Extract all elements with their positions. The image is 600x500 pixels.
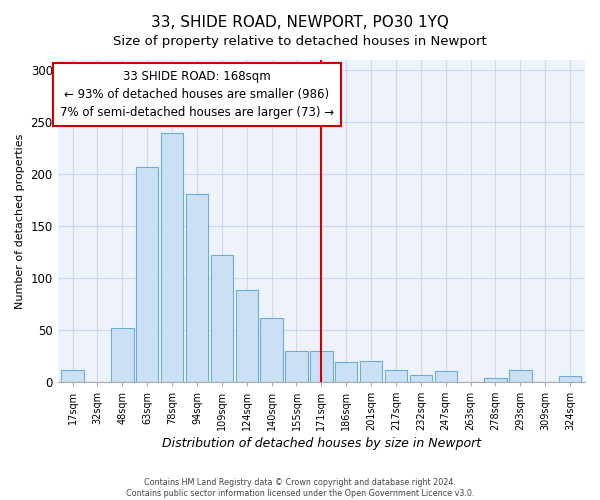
- Text: Size of property relative to detached houses in Newport: Size of property relative to detached ho…: [113, 35, 487, 48]
- Bar: [136, 167, 158, 382]
- Text: 33, SHIDE ROAD, NEWPORT, PO30 1YQ: 33, SHIDE ROAD, NEWPORT, PO30 1YQ: [151, 15, 449, 30]
- Text: Contains HM Land Registry data © Crown copyright and database right 2024.
Contai: Contains HM Land Registry data © Crown c…: [126, 478, 474, 498]
- Bar: [260, 318, 283, 382]
- Bar: [385, 370, 407, 382]
- Y-axis label: Number of detached properties: Number of detached properties: [15, 133, 25, 308]
- Bar: [186, 194, 208, 382]
- Bar: [559, 376, 581, 382]
- Bar: [161, 132, 183, 382]
- X-axis label: Distribution of detached houses by size in Newport: Distribution of detached houses by size …: [162, 437, 481, 450]
- Bar: [509, 370, 532, 382]
- Bar: [285, 350, 308, 382]
- Bar: [111, 328, 134, 382]
- Bar: [61, 370, 84, 382]
- Bar: [434, 372, 457, 382]
- Bar: [310, 350, 332, 382]
- Bar: [211, 255, 233, 382]
- Bar: [484, 378, 506, 382]
- Bar: [335, 362, 358, 382]
- Bar: [410, 376, 432, 382]
- Bar: [360, 361, 382, 382]
- Bar: [236, 290, 258, 382]
- Text: 33 SHIDE ROAD: 168sqm
← 93% of detached houses are smaller (986)
7% of semi-deta: 33 SHIDE ROAD: 168sqm ← 93% of detached …: [60, 70, 334, 120]
